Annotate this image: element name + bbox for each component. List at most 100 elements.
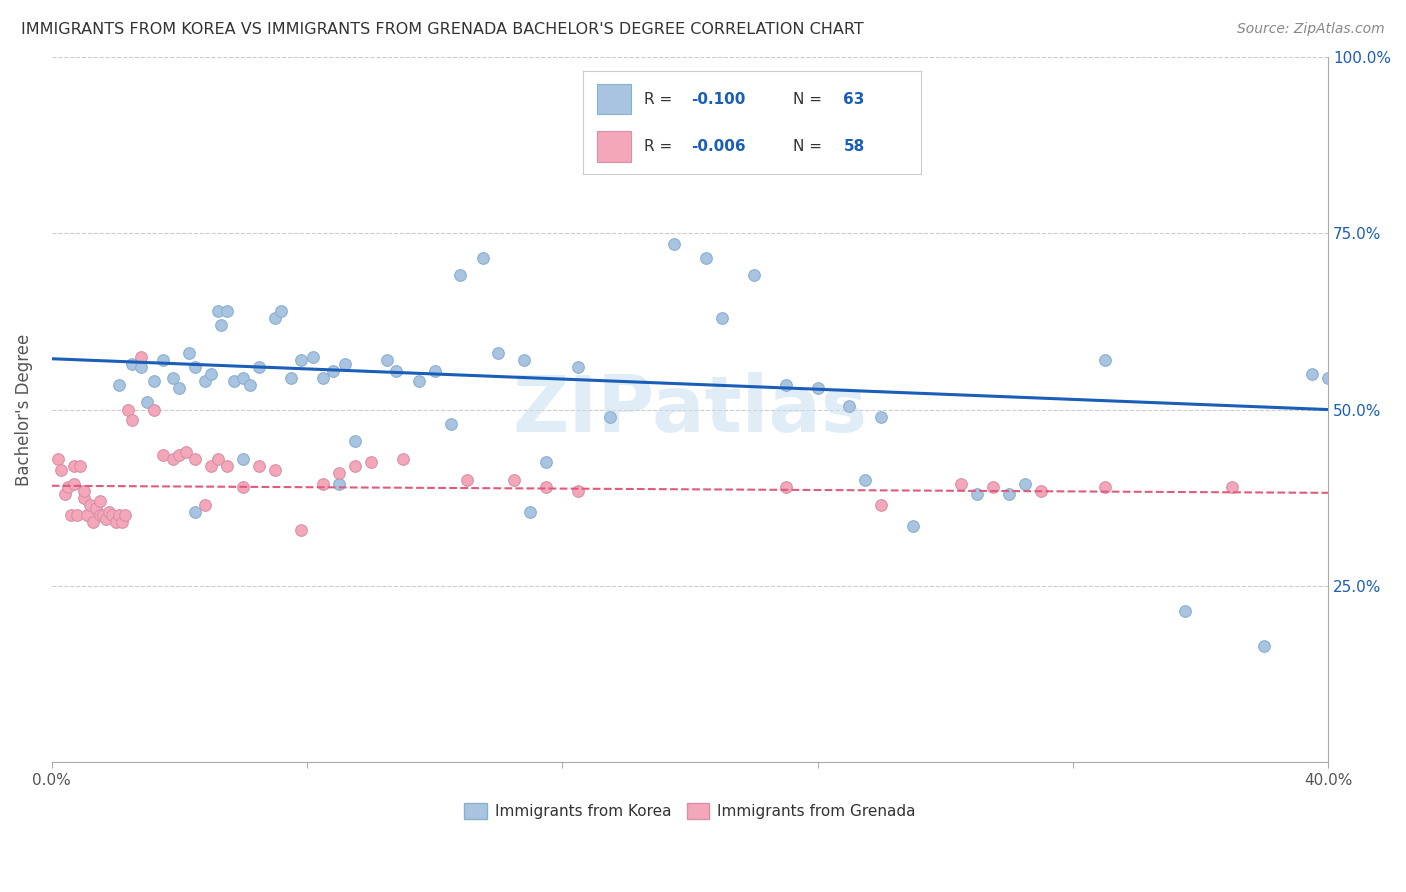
Point <box>1301 368 1323 382</box>
Point <box>536 480 558 494</box>
Point <box>1253 639 1275 653</box>
Point <box>567 483 589 498</box>
Point <box>53 487 76 501</box>
Point <box>488 346 510 360</box>
Point <box>76 508 98 523</box>
Point <box>423 364 446 378</box>
Point <box>98 505 121 519</box>
Point <box>247 360 270 375</box>
Point <box>169 449 191 463</box>
Point <box>162 452 184 467</box>
Point <box>264 462 287 476</box>
Point <box>838 399 860 413</box>
Point <box>82 516 104 530</box>
Point <box>536 455 558 469</box>
Point <box>107 508 129 523</box>
Point <box>375 353 398 368</box>
Point <box>209 318 232 332</box>
Point <box>966 487 988 501</box>
Text: N =: N = <box>793 92 827 106</box>
Point <box>870 498 893 512</box>
Text: IMMIGRANTS FROM KOREA VS IMMIGRANTS FROM GRENADA BACHELOR'S DEGREE CORRELATION C: IMMIGRANTS FROM KOREA VS IMMIGRANTS FROM… <box>21 22 863 37</box>
Text: R =: R = <box>644 139 678 153</box>
Point <box>775 377 797 392</box>
Point <box>239 377 262 392</box>
Point <box>471 251 494 265</box>
Point <box>806 381 828 395</box>
Point <box>662 236 685 251</box>
Point <box>59 508 82 523</box>
Point <box>1094 480 1116 494</box>
Point <box>449 268 471 283</box>
Point <box>200 458 222 473</box>
Text: -0.100: -0.100 <box>692 92 745 106</box>
Text: R =: R = <box>644 92 678 106</box>
Point <box>981 480 1004 494</box>
Text: -0.006: -0.006 <box>692 139 747 153</box>
Legend: Immigrants from Korea, Immigrants from Grenada: Immigrants from Korea, Immigrants from G… <box>458 797 922 825</box>
Point <box>302 350 325 364</box>
Point <box>56 480 79 494</box>
Point <box>104 516 127 530</box>
Point <box>903 519 925 533</box>
Point <box>247 458 270 473</box>
Point <box>111 516 134 530</box>
Point <box>152 353 174 368</box>
Point <box>855 473 877 487</box>
Point <box>950 476 973 491</box>
Point <box>264 310 287 325</box>
Point <box>1317 371 1340 385</box>
Point <box>322 364 344 378</box>
Point <box>107 377 129 392</box>
Point <box>599 409 621 424</box>
Point <box>121 413 143 427</box>
Point <box>194 374 217 388</box>
Point <box>174 445 197 459</box>
Point <box>217 303 239 318</box>
Point <box>94 512 117 526</box>
Point <box>290 523 312 537</box>
Point <box>129 360 152 375</box>
Point <box>631 148 654 162</box>
Point <box>513 353 536 368</box>
Point <box>222 374 245 388</box>
Point <box>1014 476 1036 491</box>
Point <box>360 455 382 469</box>
Point <box>232 452 254 467</box>
Point <box>184 452 207 467</box>
Text: 58: 58 <box>844 139 865 153</box>
Point <box>270 303 292 318</box>
Point <box>312 476 335 491</box>
Point <box>142 374 165 388</box>
Point <box>200 368 222 382</box>
FancyBboxPatch shape <box>598 131 631 161</box>
Point <box>89 508 111 523</box>
Point <box>169 381 191 395</box>
Point <box>1173 604 1195 618</box>
Point <box>456 473 478 487</box>
Point <box>695 251 717 265</box>
Point <box>870 409 893 424</box>
Point <box>232 371 254 385</box>
Point <box>385 364 408 378</box>
Point <box>121 357 143 371</box>
Point <box>335 357 357 371</box>
Point <box>217 458 239 473</box>
Point <box>184 360 207 375</box>
Point <box>439 417 461 431</box>
Point <box>194 498 217 512</box>
Point <box>66 508 89 523</box>
Point <box>63 458 86 473</box>
Point <box>89 494 111 508</box>
Point <box>343 458 366 473</box>
Text: Source: ZipAtlas.com: Source: ZipAtlas.com <box>1237 22 1385 37</box>
Point <box>152 449 174 463</box>
Point <box>775 480 797 494</box>
Text: N =: N = <box>793 139 827 153</box>
Point <box>73 491 96 505</box>
Point <box>710 310 733 325</box>
Point <box>142 402 165 417</box>
Point <box>63 476 86 491</box>
Point <box>998 487 1021 501</box>
Text: 63: 63 <box>844 92 865 106</box>
